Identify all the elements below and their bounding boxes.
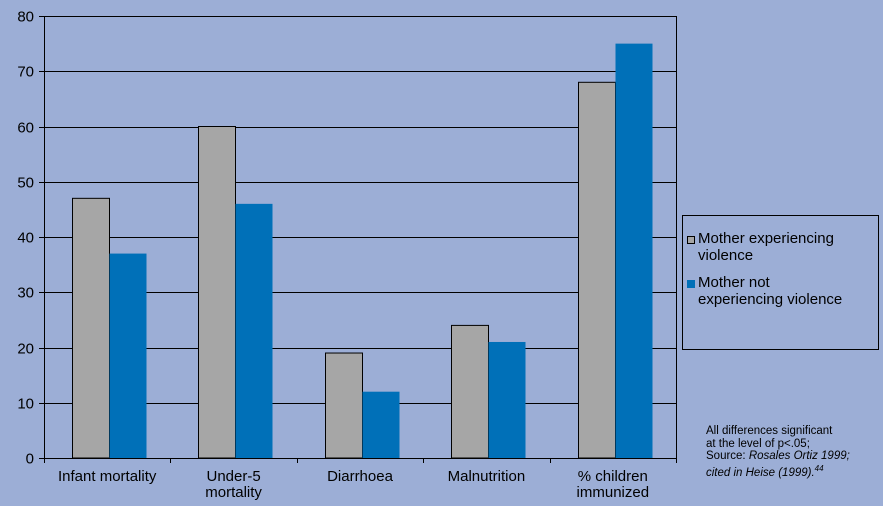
x-category-label-line: Diarrhoea <box>327 468 394 485</box>
footnote-source-citation: Rosales Ortiz 1999; <box>748 450 850 462</box>
x-category-label-line: immunized <box>577 484 650 501</box>
legend-label-violence: Mother experiencing violence <box>698 230 834 264</box>
y-tick-label-80: 80 <box>17 9 34 26</box>
legend-swatch-no-violence <box>687 280 695 288</box>
legend-label-no-violence-line1: Mother not <box>698 274 770 291</box>
bar-violence-4 <box>451 324 489 459</box>
legend-item-violence: Mother experiencing violence <box>687 230 872 264</box>
y-tick-label-50: 50 <box>17 175 34 192</box>
bar-no-violence-4 <box>488 341 526 458</box>
y-tick-label-10: 10 <box>17 396 34 413</box>
footnote-line-2: at the level of p<.05; <box>706 437 810 450</box>
x-category-label-5: % children immunized <box>577 468 650 501</box>
bar-violence-3 <box>325 352 363 459</box>
x-category-label-2: Under-5 mortality <box>205 468 262 501</box>
chart-legend: Mother experiencing violence Mother not … <box>682 215 879 350</box>
x-category-label-line: Malnutrition <box>448 468 526 485</box>
bar-violence-5 <box>578 81 616 459</box>
footnote-source-prefix: Source: <box>706 450 749 462</box>
legend-swatch-violence <box>687 236 695 244</box>
bar-no-violence-2 <box>235 203 273 458</box>
footnote-source-cited: cited in Heise (1999). <box>706 466 815 479</box>
y-tick-label-30: 30 <box>17 285 34 302</box>
y-tick-label-70: 70 <box>17 64 34 81</box>
chart-footnote: All differences significant at the level… <box>706 425 881 479</box>
x-category-label-4: Malnutrition <box>448 468 526 485</box>
bar-violence-1 <box>72 197 110 459</box>
plot-area-border <box>44 16 677 459</box>
bar-violence-2 <box>198 126 236 459</box>
y-tick-label-20: 20 <box>17 341 34 358</box>
x-category-label-line: mortality <box>205 484 262 501</box>
x-category-label-3: Diarrhoea <box>327 468 394 485</box>
x-category-label-1: Infant mortality <box>58 468 157 485</box>
y-tick-label-0: 0 <box>26 451 34 468</box>
legend-label-violence-line1: Mother experiencing <box>698 230 834 247</box>
legend-label-no-violence-line2: experiencing violence <box>698 291 843 308</box>
legend-item-no-violence: Mother not experiencing violence <box>687 274 872 308</box>
bar-no-violence-3 <box>362 391 400 458</box>
y-tick-label-60: 60 <box>17 120 34 137</box>
y-tick-label-40: 40 <box>17 230 34 247</box>
footnote-reference-number: 44 <box>814 463 824 473</box>
legend-label-violence-line2: violence <box>698 247 754 264</box>
bar-no-violence-5 <box>615 43 653 458</box>
legend-label-no-violence: Mother not experiencing violence <box>698 274 842 308</box>
footnote-line-1: All differences significant <box>706 425 833 437</box>
bar-no-violence-1 <box>109 253 147 458</box>
x-category-label-line: % children <box>578 468 648 485</box>
x-category-label-line: Infant mortality <box>58 468 157 485</box>
x-category-label-line: Under-5 <box>206 468 260 485</box>
